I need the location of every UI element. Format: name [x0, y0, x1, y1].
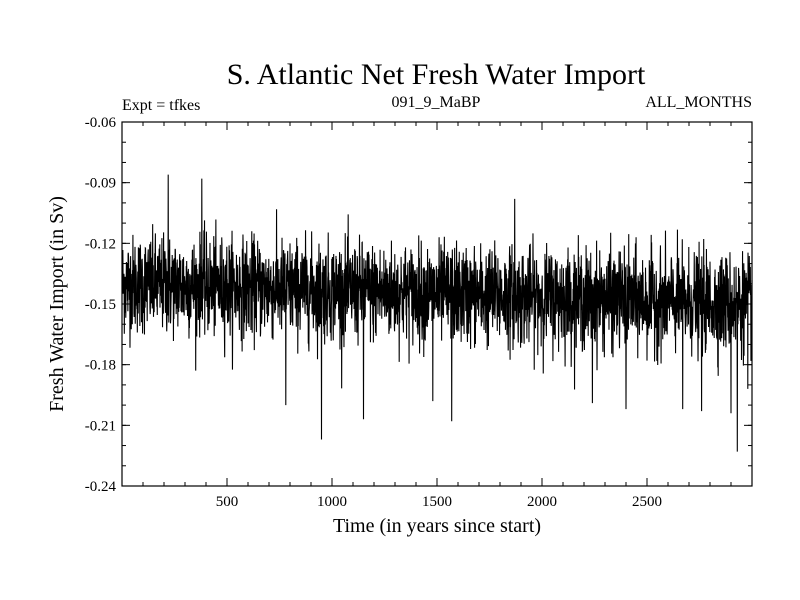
axis-ticks: 500 1000 1500 2000 2500 -0.06 -0.09 -0.12 -0.15 -… [85, 115, 752, 510]
y-tick-label: -0.15 [85, 297, 116, 313]
x-tick-label: 2000 [527, 494, 557, 510]
data-series [121, 174, 753, 452]
x-tick-label: 500 [216, 494, 239, 510]
y-tick-label: -0.21 [85, 418, 116, 434]
months-label: ALL_MONTHS [645, 94, 752, 111]
x-axis-label: Time (in years since start) [333, 515, 541, 537]
plot-frame [121, 121, 753, 487]
y-tick-label: -0.18 [85, 358, 116, 374]
y-tick-label: -0.12 [85, 236, 116, 252]
experiment-label: Expt = tfkes [122, 97, 200, 114]
x-tick-label: 2500 [632, 494, 662, 510]
chart-title: S. Atlantic Net Fresh Water Import [227, 58, 646, 91]
y-tick-label: -0.09 [85, 176, 116, 192]
x-tick-label: 1000 [317, 494, 347, 510]
x-tick-label: 1500 [422, 494, 452, 510]
y-axis-label: Fresh Water Import (in Sv) [46, 196, 68, 412]
y-tick-label: -0.24 [85, 479, 117, 495]
run-label: 091_9_MaBP [392, 94, 481, 111]
series-line [121, 174, 753, 452]
y-tick-label: -0.06 [85, 115, 117, 131]
